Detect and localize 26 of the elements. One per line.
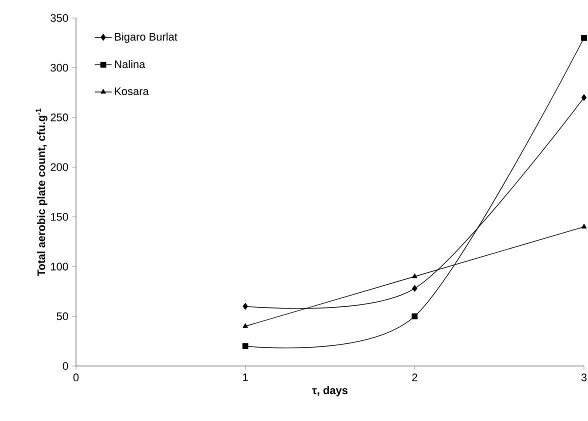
y-tick-label: 150 [51, 212, 68, 221]
y-tick-label: 300 [50, 64, 68, 72]
y-tick-label: 0 [62, 362, 68, 370]
y-tick-label: 200 [50, 163, 68, 172]
point [412, 285, 418, 292]
point [581, 34, 587, 41]
x-tick-label: 1 [243, 374, 248, 382]
y-axis-title: Total aerobic plate count, cfu.g$^{-1}$ [36, 108, 48, 276]
y-tick-label: 50 [56, 312, 68, 320]
x-tick-label: 0 [73, 374, 79, 382]
y-tick-label: 250 [50, 114, 68, 122]
point [242, 343, 248, 350]
point [581, 94, 587, 101]
legend-label: Bigaro Burlat [115, 32, 178, 43]
x-tick-label: 3 [581, 374, 587, 382]
point [412, 313, 418, 320]
y-tick-label: 350 [50, 14, 68, 22]
point [412, 274, 418, 278]
x-axis-title: τ, days [312, 386, 348, 396]
point [242, 323, 248, 328]
point [581, 224, 587, 228]
x-tick-label: 2 [412, 374, 418, 382]
y-tick-label: 100 [51, 262, 68, 270]
point [242, 303, 248, 310]
legend-label: Kosara [115, 87, 149, 96]
legend-label: Nalina [115, 60, 146, 68]
